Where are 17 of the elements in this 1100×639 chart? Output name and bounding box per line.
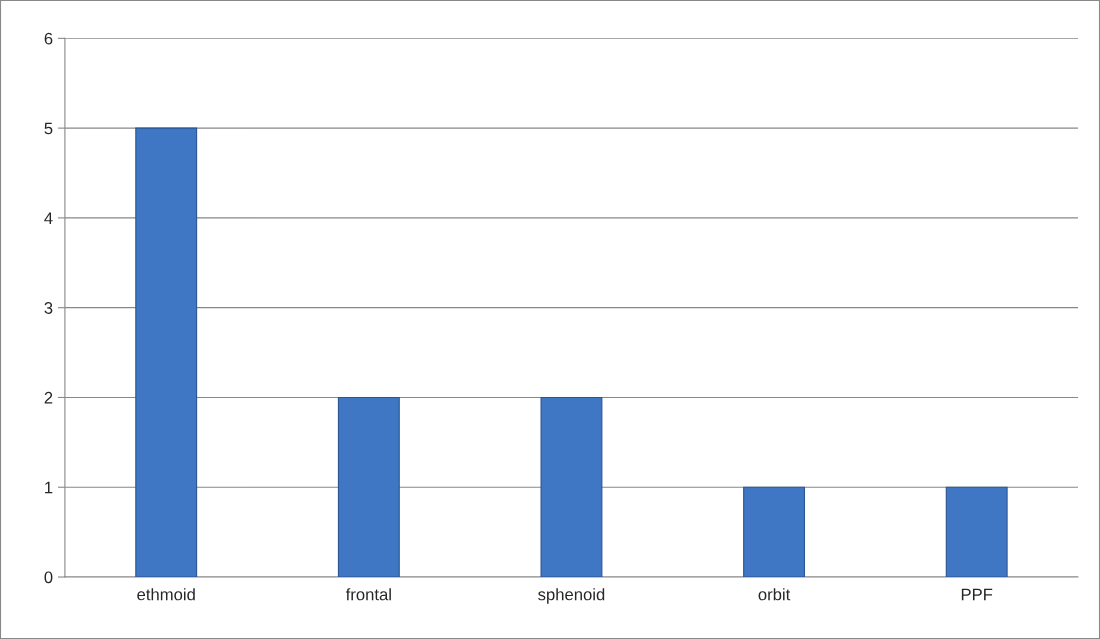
bar bbox=[540, 396, 603, 578]
y-tick-label: 4 bbox=[44, 212, 53, 224]
x-tick-label: sphenoid bbox=[538, 588, 605, 604]
bar bbox=[135, 127, 198, 578]
x-tick-label: PPF bbox=[961, 588, 993, 601]
bar bbox=[743, 486, 806, 578]
x-tick-label: frontal bbox=[345, 588, 391, 601]
bar bbox=[945, 486, 1008, 578]
bar bbox=[337, 396, 400, 578]
x-tick-label: orbit bbox=[758, 588, 791, 601]
y-tick-label: 6 bbox=[44, 32, 53, 45]
y-tick-label: 1 bbox=[45, 481, 53, 494]
y-tick-label: 0 bbox=[44, 571, 53, 584]
y-tick-label: 2 bbox=[44, 391, 53, 404]
x-tick-label: ethmoid bbox=[137, 588, 195, 601]
y-tick-label: 3 bbox=[44, 302, 53, 314]
y-tick-label: 5 bbox=[44, 122, 53, 135]
